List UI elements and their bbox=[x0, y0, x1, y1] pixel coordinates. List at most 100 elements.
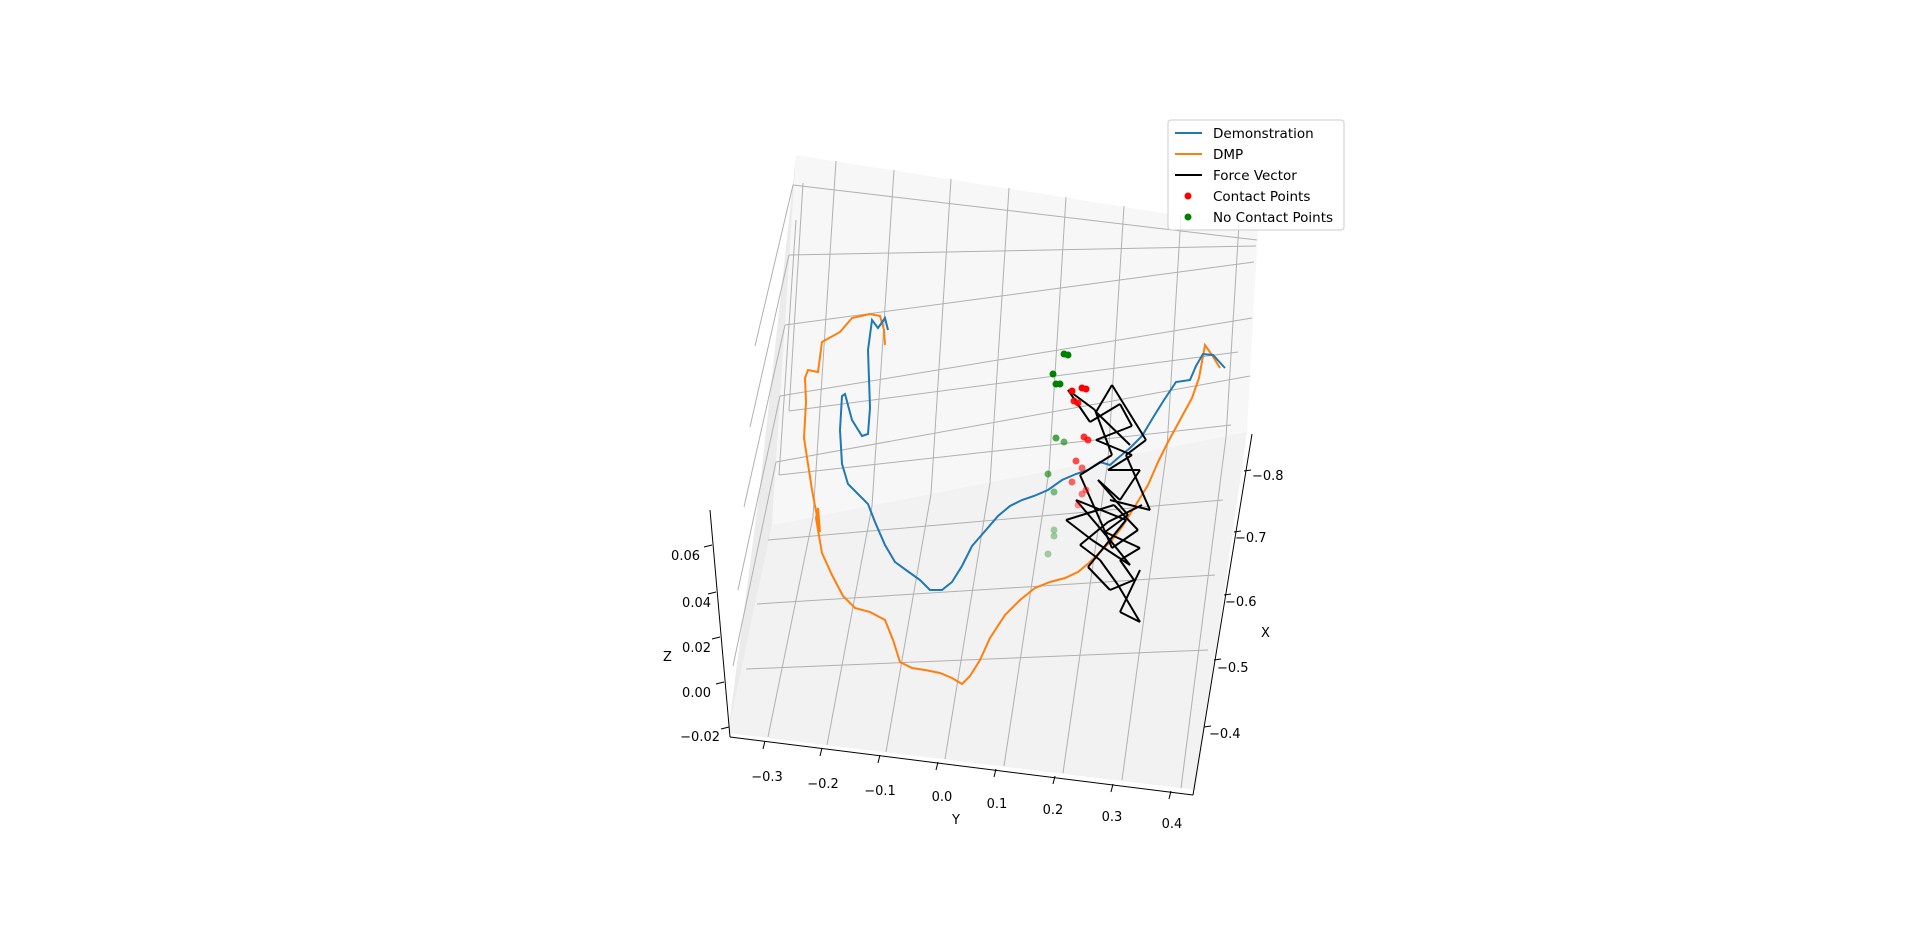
grid-line bbox=[1003, 470, 1050, 767]
force-vector-segment bbox=[1104, 514, 1129, 533]
force-vector-segment bbox=[1095, 384, 1113, 413]
tick-mark bbox=[720, 726, 730, 730]
contact-point bbox=[1082, 385, 1090, 393]
no-contact-point bbox=[1044, 470, 1052, 478]
force-vector-segment bbox=[1095, 411, 1131, 446]
tick-mark bbox=[877, 754, 881, 764]
contact-point bbox=[1084, 436, 1092, 444]
no-contact-point bbox=[1050, 526, 1058, 534]
force-vector-segment bbox=[1113, 504, 1139, 531]
contact-point bbox=[1074, 399, 1082, 407]
force-vector-segment bbox=[1065, 504, 1115, 521]
y-tick-label: −0.2 bbox=[807, 777, 839, 792]
x-tick-label: −0.6 bbox=[1225, 595, 1257, 610]
force-vector-segment bbox=[1087, 519, 1127, 568]
tick-mark bbox=[819, 747, 823, 757]
legend-label: Force Vector bbox=[1213, 168, 1297, 184]
legend-item-force-vector: Force Vector bbox=[1175, 168, 1297, 184]
force-vector-segment bbox=[1079, 544, 1101, 561]
force-vector-segment bbox=[1079, 521, 1109, 546]
legend: Demonstration DMP Force Vector Contact P… bbox=[1167, 119, 1345, 231]
x-tick-label: −0.5 bbox=[1217, 661, 1249, 676]
grid-line bbox=[792, 184, 1258, 241]
force-vector-segment bbox=[1095, 439, 1133, 456]
legend-item-no-contact-points: No Contact Points bbox=[1184, 210, 1333, 226]
no-contact-point bbox=[1049, 370, 1057, 378]
force-vector-segment bbox=[1099, 559, 1119, 586]
dmp-line bbox=[802, 312, 1221, 686]
force-vector-segment bbox=[1119, 403, 1133, 427]
x-tick-label: −0.8 bbox=[1252, 469, 1284, 484]
legend-item-demonstration: Demonstration bbox=[1175, 126, 1314, 142]
force-vector-segment bbox=[1095, 425, 1133, 441]
x-tick-labels: −0.8 −0.7 −0.6 −0.5 −0.4 bbox=[1209, 469, 1284, 742]
y-axis-title: Y bbox=[951, 813, 960, 828]
force-vector-segment bbox=[1119, 469, 1141, 501]
tick-mark bbox=[1243, 469, 1252, 472]
force-vector-segment bbox=[1094, 409, 1113, 456]
grid-line bbox=[732, 461, 777, 667]
grid-line bbox=[767, 516, 814, 738]
tick-mark bbox=[1223, 593, 1232, 596]
legend-label: No Contact Points bbox=[1213, 210, 1333, 226]
y-tick-label: 0.0 bbox=[932, 790, 953, 805]
contact-point bbox=[1068, 478, 1076, 486]
force-vector-segment bbox=[1117, 584, 1141, 623]
force-vector-segment bbox=[1109, 579, 1135, 591]
x-axis-line bbox=[1192, 433, 1253, 796]
grid-line bbox=[1225, 223, 1240, 438]
force-vector-segment bbox=[1125, 439, 1147, 456]
series-dmp bbox=[802, 312, 1221, 686]
grid-line bbox=[944, 482, 991, 760]
legend-label: Demonstration bbox=[1213, 126, 1314, 142]
axis-lines bbox=[709, 433, 1253, 796]
contact-point bbox=[1078, 464, 1086, 472]
tick-mark bbox=[1233, 530, 1242, 533]
tick-mark bbox=[993, 768, 997, 778]
legend-item-contact-points: Contact Points bbox=[1184, 189, 1310, 205]
contact-point bbox=[1068, 387, 1076, 395]
y-tick-label: −0.1 bbox=[864, 784, 896, 799]
grid-line bbox=[745, 649, 1209, 670]
y-tick-label: 0.2 bbox=[1043, 803, 1064, 818]
z-tick-label: 0.04 bbox=[682, 596, 711, 611]
z-tick-label: −0.02 bbox=[680, 730, 720, 745]
tick-mark bbox=[1110, 783, 1114, 793]
legend-label: Contact Points bbox=[1213, 189, 1310, 205]
grid-line bbox=[779, 317, 1253, 397]
tick-mark bbox=[1052, 775, 1056, 785]
x-axis-title: X bbox=[1261, 626, 1270, 641]
series-contact-points bbox=[1068, 384, 1092, 509]
demonstration-line bbox=[838, 315, 1226, 591]
force-vector-segment bbox=[1079, 454, 1113, 476]
legend-swatch bbox=[1184, 213, 1192, 221]
series-demonstration bbox=[838, 315, 1226, 591]
grid-line bbox=[756, 574, 1216, 605]
force-vector-segment bbox=[1111, 384, 1147, 441]
z-tick-label: 0.06 bbox=[671, 549, 700, 564]
series-no-contact-points bbox=[1044, 350, 1072, 558]
z-axis-line bbox=[709, 509, 731, 738]
tick-mark bbox=[715, 681, 725, 685]
force-vector-segment bbox=[1087, 566, 1111, 591]
force-vector-segment bbox=[1097, 479, 1129, 516]
legend-item-dmp: DMP bbox=[1175, 147, 1243, 163]
grid-line bbox=[930, 178, 952, 495]
tick-mark bbox=[1168, 790, 1172, 800]
grid-line bbox=[778, 424, 1232, 476]
y-tick-label: 0.4 bbox=[1162, 817, 1183, 832]
force-vector-segment bbox=[1119, 559, 1135, 581]
grid-line bbox=[737, 395, 781, 591]
tick-mark bbox=[703, 544, 713, 548]
force-vector-segment bbox=[1099, 519, 1113, 549]
legend-label: DMP bbox=[1213, 147, 1243, 163]
x-tick-label: −0.4 bbox=[1209, 727, 1241, 742]
grid-line bbox=[812, 160, 837, 518]
series-force-vector bbox=[1065, 384, 1151, 623]
z-tick-label: 0.02 bbox=[682, 641, 711, 656]
force-vector-segment bbox=[1119, 611, 1141, 623]
y-tick-labels: −0.3 −0.2 −0.1 0.0 0.1 0.2 0.3 0.4 bbox=[751, 770, 1182, 832]
force-vector-segment bbox=[1065, 519, 1093, 541]
grid-line bbox=[1180, 436, 1227, 789]
grid-line bbox=[743, 324, 786, 508]
